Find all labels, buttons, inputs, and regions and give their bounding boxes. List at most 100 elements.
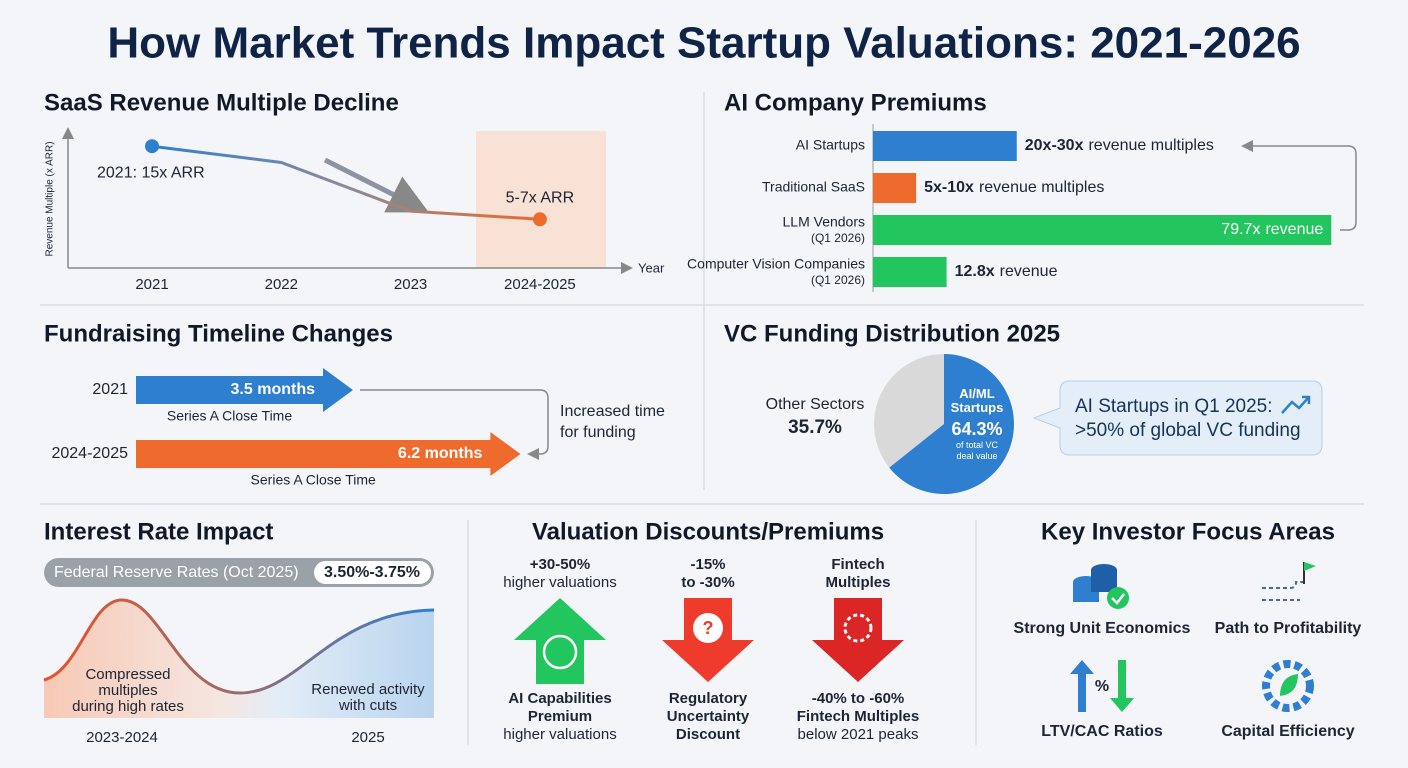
bar — [873, 215, 1332, 245]
annotation: for funding — [560, 424, 636, 441]
question-icon — [693, 613, 723, 643]
item-bottom: Fintech Multiples — [797, 708, 920, 725]
item-top: higher valuations — [503, 574, 616, 591]
slice-value: 35.7% — [788, 417, 842, 438]
category-note: (Q1 2026) — [811, 273, 865, 287]
pie-slice — [874, 354, 944, 468]
value-label-suffix: revenue multiples — [979, 179, 1104, 196]
focus-item: Capital Efficiency — [1221, 723, 1354, 740]
item-bottom: Discount — [676, 726, 740, 743]
focus-item: Strong Unit Economics — [1014, 620, 1191, 637]
category-label: 2024-2025 — [51, 445, 128, 462]
callout-text: AI Startups in Q1 2025: — [1075, 396, 1273, 417]
phase-label: Renewed activity — [311, 681, 425, 698]
value-label: 6.2 months — [398, 445, 483, 462]
focus-item: Path to Profitability — [1215, 620, 1362, 637]
item-bottom: Uncertainty — [667, 708, 750, 725]
phase-label: during high rates — [72, 698, 184, 715]
trend-icon — [1281, 395, 1311, 414]
rate-label: Federal Reserve Rates (Oct 2025) — [54, 564, 299, 581]
value-label: 3.5 months — [231, 381, 316, 398]
category-label: 2021 — [92, 381, 128, 398]
item-bottom: -40% to -60% — [812, 690, 905, 707]
data-point — [532, 212, 547, 227]
category-label: AI Startups — [796, 137, 865, 153]
phase-label: Compressed — [85, 666, 170, 683]
bar-note: Series A Close Time — [251, 472, 376, 488]
bar-note: Series A Close Time — [167, 408, 292, 424]
item-bottom: Premium — [528, 708, 592, 725]
value-label: 5-7x ARR — [506, 190, 574, 207]
down-arrow — [812, 598, 904, 682]
value-label-group: 20x-30x revenue multiples — [1025, 137, 1214, 154]
bar — [873, 131, 1017, 161]
item-bottom: Regulatory — [669, 690, 748, 707]
callout-text: >50% of global VC funding — [1075, 420, 1301, 441]
x-tick-label: 2021 — [135, 276, 168, 293]
callout-box — [1032, 380, 1323, 456]
ratio-icon: % — [1070, 660, 1134, 712]
phase-period: 2023-2024 — [86, 729, 158, 746]
y-axis-title: Revenue Multiple (x ARR) — [45, 141, 56, 256]
svg-text:%: % — [1095, 678, 1109, 695]
value-label: 2021: 15x ARR — [97, 164, 205, 181]
slice-value: 64.3% — [951, 419, 1002, 439]
gear-leaf-icon — [1262, 660, 1314, 712]
phase-label: with cuts — [338, 697, 397, 714]
pie-slice — [889, 353, 1015, 494]
item-top: to -30% — [681, 574, 734, 591]
value-label-group: 12.8x revenue — [955, 263, 1058, 280]
brain-icon — [542, 634, 578, 670]
item-top: -15% — [690, 556, 725, 573]
rate-value: 3.50%-3.75% — [324, 564, 420, 581]
value-label-suffix: revenue multiples — [1088, 137, 1213, 154]
bar-arrow — [136, 368, 353, 412]
slice-label: AI/ML Startups — [951, 386, 1004, 415]
focus-item: LTV/CAC Ratios — [1041, 723, 1163, 740]
value-label: 79.7x — [1221, 221, 1260, 238]
x-tick-label: 2023 — [394, 276, 427, 293]
annotation: Increased time — [560, 403, 665, 420]
bracket-arrow — [360, 389, 549, 460]
path-icon — [1262, 562, 1316, 601]
slice-label: Other Sectors — [766, 396, 865, 413]
trend-arrow — [323, 157, 429, 213]
category-note: (Q1 2026) — [811, 231, 865, 245]
bar — [873, 173, 917, 203]
data-point — [145, 139, 159, 154]
category-label: Traditional SaaS — [762, 179, 865, 195]
section-title: VC Funding Distribution 2025 — [724, 320, 1060, 347]
value-label-suffix: revenue — [1265, 221, 1323, 238]
bar-arrow — [136, 432, 521, 476]
value-label: 12.8x — [955, 263, 995, 280]
question-mark: ? — [703, 618, 714, 638]
page-title: How Market Trends Impact Startup Valuati… — [107, 19, 1300, 68]
item-bottom: AI Capabilities — [508, 690, 611, 707]
category-label: LLM Vendors — [783, 214, 866, 230]
item-bottom: higher valuations — [503, 726, 616, 743]
category-label: Computer Vision Companies — [687, 256, 865, 272]
value-label-group: 79.7x revenue — [1221, 221, 1323, 238]
rate-curve — [43, 598, 435, 695]
phase-label: multiples — [98, 682, 157, 699]
section-title: AI Company Premiums — [724, 89, 987, 116]
trend-line — [151, 144, 540, 221]
section-title: Interest Rate Impact — [44, 518, 273, 545]
value-label: 20x-30x — [1025, 137, 1084, 154]
item-top: Fintech — [831, 556, 884, 573]
bar — [873, 257, 947, 287]
section-title: Key Investor Focus Areas — [1041, 518, 1335, 545]
item-top: +30-50% — [530, 556, 590, 573]
coins-icon — [1073, 564, 1129, 609]
slice-note: of total VC deal value — [956, 440, 999, 461]
section-title: Valuation Discounts/Premiums — [532, 518, 884, 545]
up-arrow — [514, 598, 606, 684]
value-label-group: 5x-10x revenue multiples — [924, 179, 1104, 196]
value-label: 5x-10x — [924, 179, 974, 196]
rate-area — [44, 600, 434, 718]
rate-value-pill — [314, 561, 431, 584]
highlight-region — [476, 131, 606, 268]
value-label-suffix: revenue — [1000, 263, 1058, 280]
x-tick-label: 2024-2025 — [504, 276, 576, 293]
